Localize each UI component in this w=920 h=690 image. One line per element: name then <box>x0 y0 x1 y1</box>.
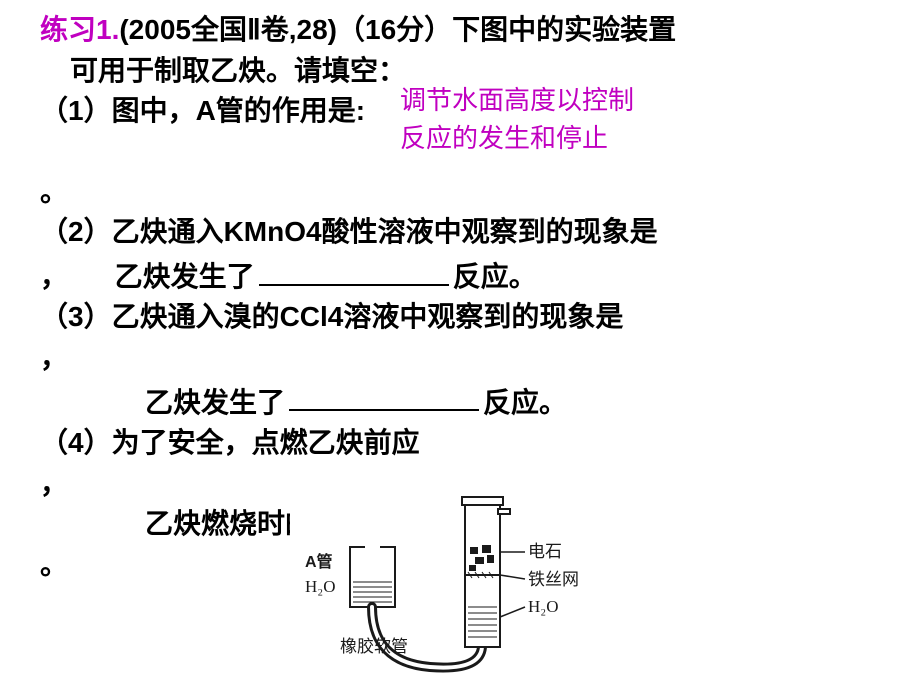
q2-blank <box>259 253 449 286</box>
slide-container: 练习1.(2005全国Ⅱ卷,28)（16分）下图中的实验装置 可用于制取乙炔。请… <box>0 0 920 690</box>
label-calcium: 电石 <box>528 542 562 561</box>
exercise-label: 练习1. <box>40 14 119 45</box>
label-h2o-right: H₂O <box>528 597 558 616</box>
q1-answer-line1: 调节水面高度以控制 <box>400 82 634 120</box>
q3-line2a: 乙炔发生了 <box>145 386 285 417</box>
apparatus-diagram: A管 H₂O 橡胶软管 电石 铁丝网 H₂O <box>290 487 590 682</box>
q1-answer-line2: 反应的发生和停止 <box>400 120 634 158</box>
q4-line1: （4）为了安全，点燃乙炔前应 <box>40 423 900 464</box>
a-tube <box>350 543 395 607</box>
q2-line1: （2）乙炔通入KMnO4酸性溶液中观察到的现象是 <box>40 212 900 253</box>
q3-comma: ， <box>40 338 900 379</box>
q3-line2b: 反应。 <box>483 386 567 417</box>
label-rubber-tube: 橡胶软管 <box>340 637 408 656</box>
label-mesh: 铁丝网 <box>528 570 579 589</box>
q2-line2a: ， 乙炔发生了 <box>40 261 255 292</box>
q3-line2: 乙炔发生了 反应。 <box>40 379 900 423</box>
title-line-1: 练习1.(2005全国Ⅱ卷,28)（16分）下图中的实验装置 <box>40 10 900 51</box>
q1-prefix: （1）图中，A管的作用是: <box>40 95 365 126</box>
q3-line1: （3）乙炔通入溴的CCl4溶液中观察到的现象是 <box>40 297 900 338</box>
q2-line2: ， 乙炔发生了 反应。 <box>40 253 900 297</box>
q1-answer: 调节水面高度以控制 反应的发生和停止 <box>400 82 634 157</box>
label-a-tube: A管 <box>305 552 333 571</box>
label-h2o-left: H₂O <box>305 577 335 596</box>
q1-period: 。 <box>40 172 900 213</box>
q3-blank <box>289 379 479 412</box>
title-text-1: (2005全国Ⅱ卷,28)（16分）下图中的实验装置 <box>119 14 676 45</box>
q2-line2b: 反应。 <box>453 261 537 292</box>
apparatus-svg: A管 H₂O 橡胶软管 电石 铁丝网 H₂O <box>290 487 590 682</box>
